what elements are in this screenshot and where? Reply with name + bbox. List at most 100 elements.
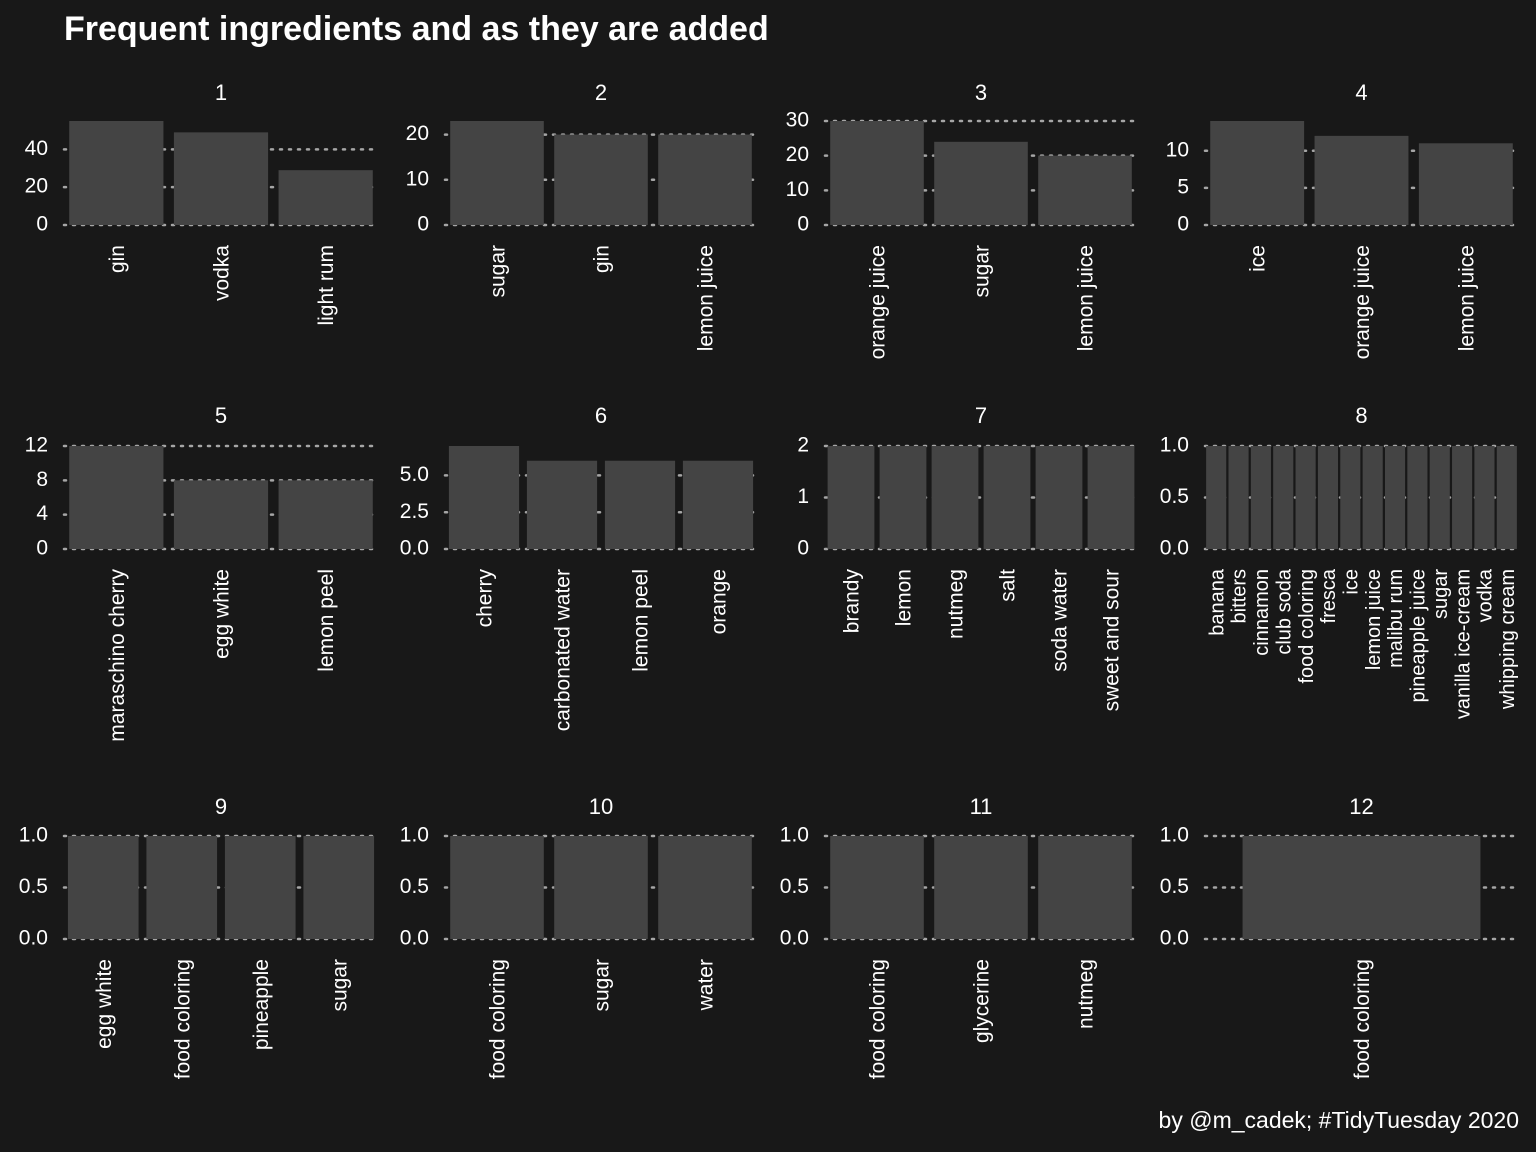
x-tick-label: vanilla ice-cream: [1452, 569, 1474, 719]
y-tick-label: 20: [25, 175, 48, 198]
panel-6: 6 0.0 2.5 5.0 cherry carbonated water lemon pe…: [400, 403, 759, 731]
bar: [1317, 446, 1339, 549]
x-tick-label: sugar: [487, 245, 510, 298]
x-tick-label: salt: [997, 569, 1020, 602]
panel-8: 8 0.0 0.5 1.0 banana bitters cinnamon club soda…: [1160, 403, 1520, 719]
y-tick-label: 0: [36, 213, 48, 236]
bar: [1038, 155, 1132, 225]
bar: [658, 134, 752, 225]
bar: [1206, 446, 1227, 549]
bar: [1418, 143, 1513, 225]
y-tick-label: 0.5: [1160, 875, 1189, 898]
bar: [1250, 446, 1271, 549]
y-tick-label: 1.0: [400, 824, 429, 847]
panel-label: 10: [589, 794, 613, 819]
bar: [526, 460, 598, 549]
bar: [67, 836, 139, 939]
x-tick-label: fresca: [1318, 568, 1340, 623]
bar: [450, 836, 544, 939]
y-tick-label: 0.0: [400, 927, 429, 950]
x-tick-label: gin: [591, 245, 614, 273]
bar: [1273, 446, 1294, 549]
x-tick-label: vodka: [211, 245, 234, 301]
y-tick-label: 0: [417, 213, 429, 236]
x-tick-label: cherry: [474, 569, 497, 628]
bar: [931, 446, 979, 549]
bar: [173, 480, 269, 549]
bar: [830, 836, 924, 939]
panel-11: 11 0.0 0.5 1.0 food coloring glycerine nutmeg: [780, 794, 1139, 1079]
x-tick-label: food coloring: [1351, 959, 1374, 1079]
bar: [827, 446, 875, 549]
panel-12: 12 0.0 0.5 1.0 food coloring: [1160, 794, 1520, 1079]
x-tick-label: club soda: [1273, 568, 1295, 654]
y-tick-label: 0.0: [780, 927, 809, 950]
y-tick-label: 10: [786, 178, 809, 201]
bar: [1474, 446, 1495, 549]
panel-label: 4: [1355, 80, 1367, 105]
x-tick-label: ice: [1341, 569, 1363, 595]
bar: [303, 836, 375, 939]
panel-7: 7 0 1 2 brandy lemon nutmeg salt soda water sweet…: [797, 403, 1139, 711]
panel-1: 1 0 20 40 gin vodka light rum: [25, 80, 380, 326]
y-tick-label: 0: [797, 537, 809, 560]
x-tick-label: sugar: [1430, 569, 1452, 619]
panel-label: 1: [215, 80, 227, 105]
panel-5: 5 0 4 8 12 maraschino cherry egg white lemon pe…: [25, 403, 380, 742]
bar: [173, 132, 269, 225]
x-tick-label: carbonated water: [552, 569, 575, 731]
y-tick-label: 1.0: [780, 824, 809, 847]
x-tick-label: nutmeg: [945, 569, 968, 639]
y-tick-label: 0.0: [1160, 927, 1189, 950]
x-tick-label: sugar: [328, 959, 351, 1012]
y-tick-label: 10: [406, 167, 429, 190]
y-tick-label: 0.5: [1160, 485, 1189, 508]
x-tick-label: water: [695, 959, 718, 1011]
panel-9: 9 0.0 0.5 1.0 egg white food coloring pineappl…: [19, 794, 380, 1079]
y-tick-label: 0: [36, 537, 48, 560]
x-tick-label: brandy: [841, 569, 864, 634]
bar: [554, 836, 648, 939]
bar: [448, 446, 520, 549]
y-tick-label: 1.0: [1160, 434, 1189, 457]
bar: [1496, 446, 1517, 549]
x-tick-label: malibu rum: [1385, 569, 1407, 668]
y-tick-label: 20: [786, 143, 809, 166]
panel-label: 12: [1349, 794, 1373, 819]
bar: [682, 460, 754, 549]
bar: [224, 836, 296, 939]
bar: [934, 141, 1028, 225]
x-tick-label: soda water: [1049, 569, 1072, 672]
y-tick-label: 0.0: [400, 537, 429, 560]
x-tick-label: glycerine: [971, 959, 994, 1043]
bar: [1210, 121, 1305, 225]
y-tick-label: 5: [1177, 175, 1189, 198]
chart-caption: by @m_cadek; #TidyTuesday 2020: [1158, 1107, 1519, 1133]
y-tick-label: 30: [786, 109, 809, 132]
panel-label: 11: [970, 794, 993, 819]
bar: [658, 836, 752, 939]
x-tick-label: maraschino cherry: [106, 569, 129, 742]
x-tick-label: sugar: [971, 245, 994, 298]
bar: [1087, 446, 1135, 549]
panel-label: 8: [1355, 403, 1367, 428]
x-tick-label: food coloring: [1296, 569, 1318, 684]
panel-label: 3: [975, 80, 987, 105]
x-tick-label: lemon juice: [1363, 569, 1385, 670]
bar: [1035, 446, 1083, 549]
bar: [278, 480, 373, 549]
panel-10: 10 0.0 0.5 1.0 food coloring sugar water: [400, 794, 759, 1079]
y-tick-label: 0.5: [400, 875, 429, 898]
x-tick-label: food coloring: [867, 959, 890, 1079]
x-tick-label: orange juice: [1351, 245, 1374, 359]
x-tick-label: food coloring: [487, 959, 510, 1079]
x-tick-label: lemon: [893, 569, 916, 626]
bar: [1362, 446, 1383, 549]
bar: [830, 121, 924, 225]
x-tick-label: lemon peel: [630, 569, 653, 672]
bar: [554, 134, 648, 225]
x-tick-label: pineapple: [250, 959, 273, 1050]
y-tick-label: 5.0: [400, 463, 429, 486]
bar: [278, 170, 373, 225]
